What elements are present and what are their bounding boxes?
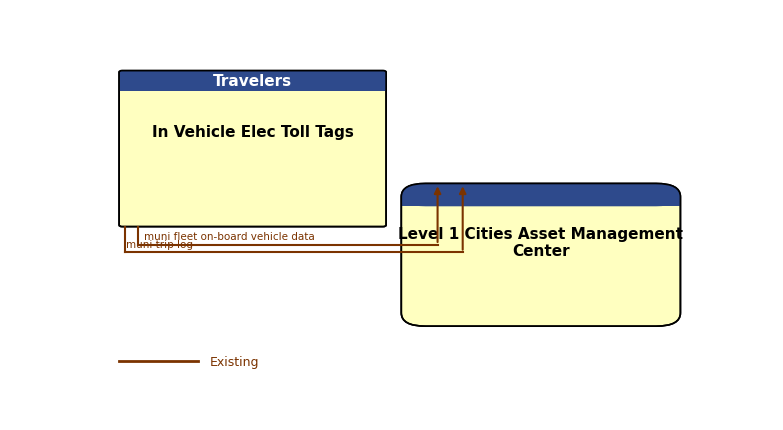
Text: Level 1 Cities Asset Management
Center: Level 1 Cities Asset Management Center (399, 227, 684, 259)
FancyBboxPatch shape (402, 184, 680, 207)
Text: Existing: Existing (210, 355, 260, 368)
Text: In Vehicle Elec Toll Tags: In Vehicle Elec Toll Tags (152, 125, 354, 140)
Bar (402, 194, 680, 207)
Text: Travelers: Travelers (213, 74, 292, 89)
Bar (119, 80, 386, 92)
FancyBboxPatch shape (119, 71, 386, 227)
FancyBboxPatch shape (402, 184, 680, 326)
Text: muni fleet on-board vehicle data: muni fleet on-board vehicle data (144, 231, 315, 241)
FancyBboxPatch shape (119, 71, 386, 92)
Text: muni trip log: muni trip log (126, 240, 193, 249)
